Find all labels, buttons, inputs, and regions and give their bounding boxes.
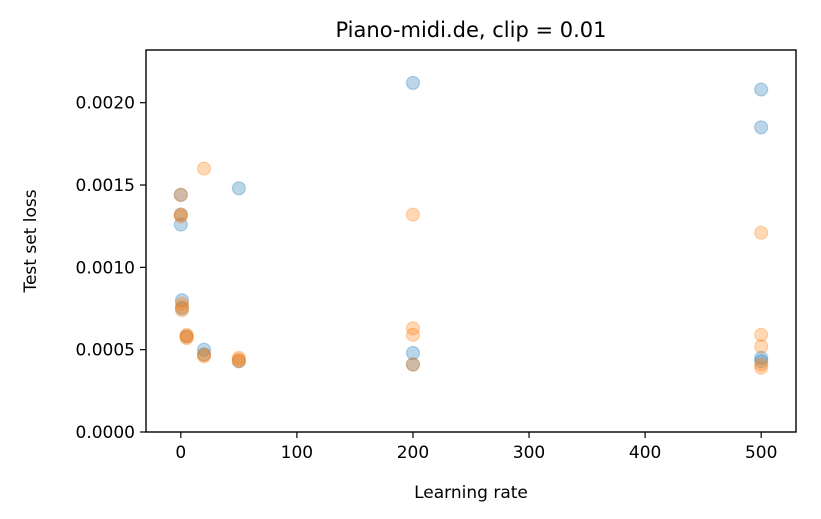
data-point <box>405 327 421 342</box>
data-point <box>754 82 769 97</box>
data-point <box>231 354 246 369</box>
y-tick-label: 0.0000 <box>76 423 135 443</box>
data-point <box>405 75 421 91</box>
data-point <box>173 207 188 222</box>
data-point <box>174 301 190 316</box>
data-point <box>754 357 769 372</box>
data-point <box>754 350 769 366</box>
x-tick-label: 500 <box>745 443 777 463</box>
x-tick-label: 400 <box>629 443 661 463</box>
chart-title: Piano-midi.de, clip = 0.01 <box>335 18 606 42</box>
data-point <box>231 350 246 366</box>
data-point <box>405 345 421 361</box>
data-point <box>179 327 194 342</box>
data-point <box>405 357 421 372</box>
data-point <box>231 181 246 196</box>
y-axis-label: Test set loss <box>21 189 41 293</box>
x-axis-label: Learning rate <box>414 483 528 503</box>
y-tick-label: 0.0020 <box>76 94 135 114</box>
data-point <box>754 327 769 342</box>
data-point <box>179 329 194 344</box>
data-point <box>196 342 212 357</box>
x-tick-label: 100 <box>281 443 313 463</box>
x-tick-label: 0 <box>175 443 186 463</box>
data-point <box>174 299 190 314</box>
data-point <box>196 349 212 364</box>
plot-area-frame <box>145 49 797 433</box>
data-point <box>405 321 421 336</box>
y-tick-label: 0.0010 <box>76 258 135 278</box>
data-point <box>173 207 188 222</box>
data-point <box>174 296 190 311</box>
data-point <box>754 360 769 375</box>
data-point <box>754 339 769 354</box>
data-point <box>196 161 212 176</box>
data-point <box>405 207 421 222</box>
data-point <box>179 329 194 344</box>
x-tick-label: 300 <box>513 443 545 463</box>
data-point <box>173 187 188 202</box>
data-point <box>754 225 769 240</box>
data-point <box>754 354 769 369</box>
y-axis: 0.0000 0.0005 0.0010 0.0015 0.0020 <box>76 94 146 443</box>
data-point <box>179 331 194 346</box>
data-point <box>173 209 188 224</box>
y-tick-label: 0.0015 <box>76 176 135 196</box>
data-point <box>405 357 421 372</box>
y-tick-label: 0.0005 <box>76 341 135 361</box>
data-points <box>173 75 769 375</box>
data-point <box>231 354 246 369</box>
data-point <box>173 187 188 202</box>
data-point <box>173 217 188 232</box>
x-axis: 0 100 200 300 400 500 <box>175 432 777 463</box>
data-point <box>196 347 212 362</box>
data-point <box>174 303 190 318</box>
data-point <box>231 352 246 367</box>
data-point <box>196 347 212 362</box>
x-tick-label: 200 <box>397 443 429 463</box>
data-point <box>754 120 769 135</box>
data-point <box>174 293 190 308</box>
